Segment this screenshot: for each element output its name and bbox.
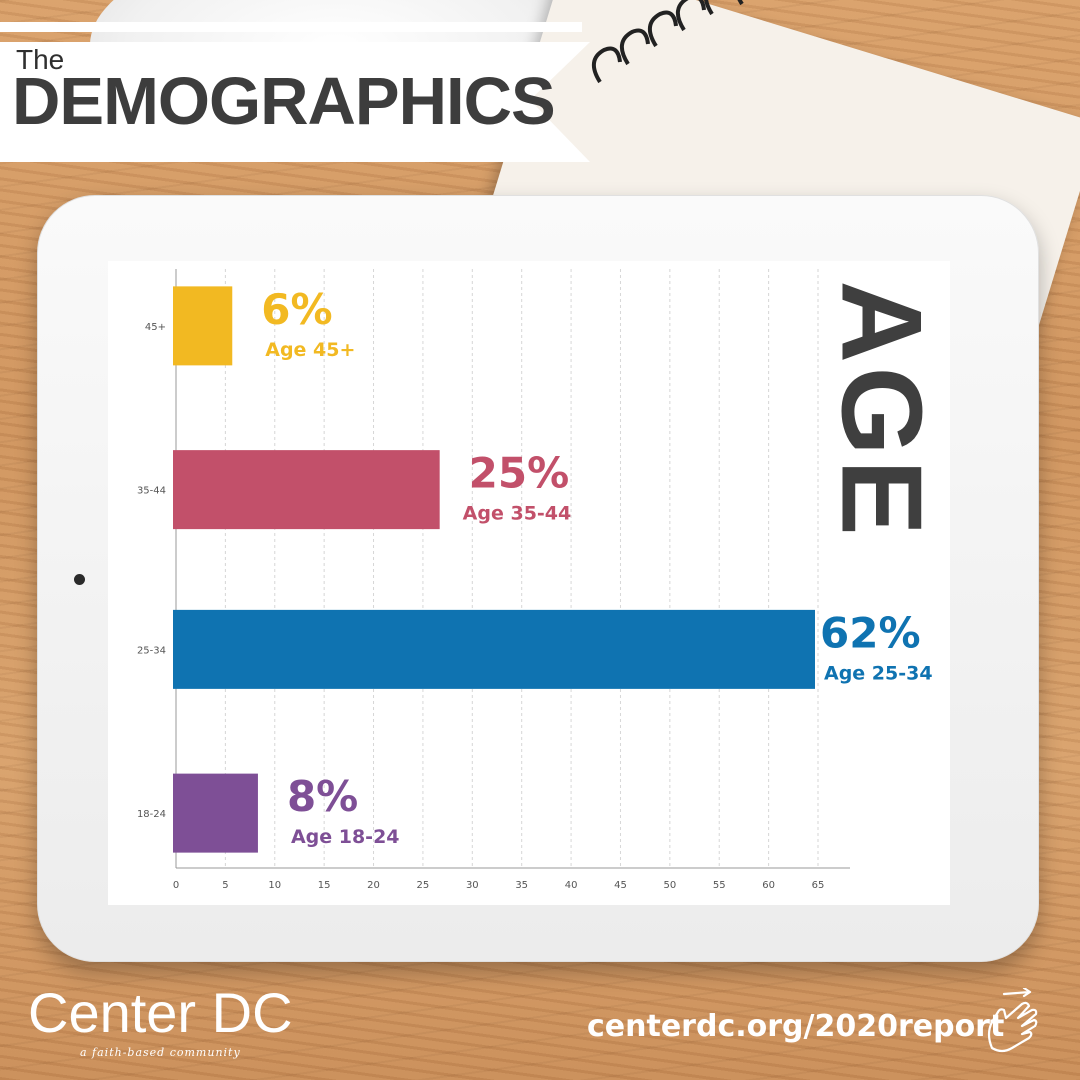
x-tick-label: 50 — [663, 880, 676, 891]
x-tick-label: 55 — [713, 880, 726, 891]
bar-35-44 — [173, 450, 440, 530]
bar-18-24 — [173, 773, 258, 853]
x-tick-label: 5 — [222, 880, 228, 891]
pointing-hand-icon — [987, 988, 1038, 1053]
bar-25-34 — [173, 609, 815, 689]
x-tick-label: 0 — [173, 880, 179, 891]
chart-title: AGE — [817, 280, 945, 540]
x-tick-label: 65 — [812, 880, 825, 891]
bar-45+ — [173, 286, 233, 366]
page-title: DEMOGRAPHICS — [12, 64, 556, 139]
category-label: 35-44 — [137, 486, 166, 497]
x-tick-label: 25 — [417, 880, 430, 891]
data-label-category: Age 25-34 — [824, 662, 933, 684]
x-tick-label: 45 — [614, 880, 627, 891]
x-tick-label: 20 — [367, 880, 380, 891]
tablet-screen: 0 5 10 15 20 25 30 35 40 45 50 55 60 65 45+ 6% Age 45+ 35… — [108, 261, 950, 905]
x-tick-label: 30 — [466, 880, 479, 891]
camera-icon — [74, 574, 85, 585]
brand-tagline: a faith-based community — [80, 1046, 241, 1059]
banner-the-label: The — [16, 44, 65, 75]
category-label: 45+ — [145, 322, 166, 333]
x-tick-label: 10 — [268, 880, 281, 891]
report-url[interactable]: centerdc.org/2020report — [587, 1009, 1005, 1044]
data-label-category: Age 35-44 — [463, 503, 572, 525]
data-label-value: 6% — [261, 285, 332, 334]
data-label-value: 8% — [287, 772, 358, 821]
data-label-category: Age 45+ — [265, 339, 355, 361]
data-label-category: Age 18-24 — [291, 826, 400, 848]
x-tick-label: 40 — [565, 880, 578, 891]
x-tick-label: 35 — [515, 880, 528, 891]
x-tick-label: 15 — [318, 880, 331, 891]
data-label-value: 62% — [820, 608, 921, 657]
title-banner — [0, 22, 590, 162]
data-label-value: 25% — [469, 449, 570, 498]
age-bar-chart: 0 5 10 15 20 25 30 35 40 45 50 55 60 65 45+ 6% Age 45+ 35… — [137, 269, 933, 891]
brand-logo: Center DC — [28, 981, 293, 1044]
category-label: 25-34 — [137, 645, 166, 656]
notebook-rings-icon — [592, 0, 744, 84]
category-label: 18-24 — [137, 809, 166, 820]
x-tick-label: 60 — [762, 880, 775, 891]
